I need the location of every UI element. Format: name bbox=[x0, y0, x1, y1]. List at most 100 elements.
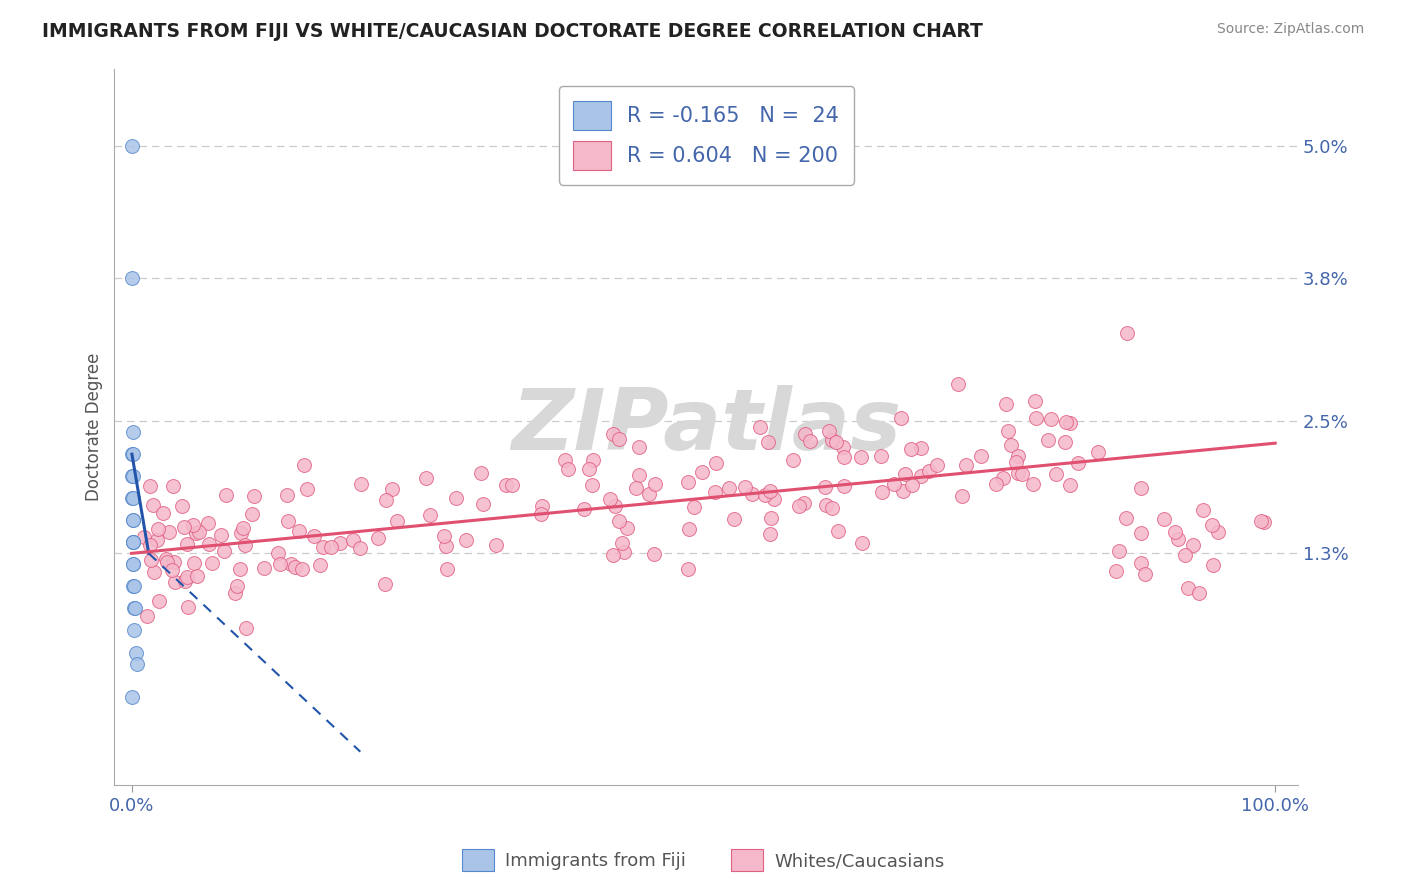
Point bbox=[950, 489, 973, 503]
Point bbox=[1192, 503, 1215, 517]
Point bbox=[1011, 467, 1033, 482]
Point bbox=[910, 441, 932, 455]
Point bbox=[302, 529, 325, 543]
Point bbox=[121, 469, 143, 483]
Point bbox=[756, 435, 779, 450]
Point bbox=[799, 434, 821, 448]
Point bbox=[419, 508, 441, 523]
Point bbox=[295, 483, 318, 497]
Point bbox=[471, 497, 494, 511]
Point bbox=[612, 545, 634, 559]
Point bbox=[173, 574, 195, 588]
Point bbox=[292, 458, 315, 472]
Point bbox=[1129, 556, 1152, 570]
Point bbox=[138, 537, 160, 551]
Point bbox=[121, 447, 143, 461]
Point bbox=[139, 553, 162, 567]
Point bbox=[121, 138, 143, 153]
Point bbox=[181, 518, 204, 533]
Point bbox=[212, 543, 235, 558]
Point bbox=[676, 562, 699, 576]
Point bbox=[350, 477, 373, 491]
Point bbox=[142, 498, 165, 512]
Point bbox=[1181, 538, 1204, 552]
Point bbox=[821, 501, 844, 516]
Point bbox=[994, 397, 1017, 411]
Point bbox=[186, 569, 208, 583]
Point bbox=[165, 574, 187, 589]
Point bbox=[1177, 581, 1199, 595]
Point bbox=[627, 440, 650, 454]
Point bbox=[284, 559, 307, 574]
Point bbox=[1250, 514, 1272, 528]
Point bbox=[122, 579, 145, 593]
Point bbox=[201, 556, 224, 570]
Point bbox=[531, 499, 554, 513]
Point bbox=[910, 468, 932, 483]
Point bbox=[891, 484, 914, 499]
Point bbox=[121, 469, 143, 483]
Point bbox=[127, 657, 149, 671]
Point bbox=[136, 609, 159, 624]
Point bbox=[1153, 512, 1175, 526]
Point bbox=[288, 524, 311, 538]
Point bbox=[1053, 435, 1076, 450]
Point bbox=[1007, 467, 1029, 481]
Point bbox=[328, 535, 350, 549]
Point bbox=[883, 477, 905, 491]
Point bbox=[1129, 482, 1152, 496]
Point bbox=[176, 537, 198, 551]
Point bbox=[156, 555, 179, 569]
Point bbox=[644, 477, 666, 491]
Point bbox=[1056, 415, 1078, 429]
Point bbox=[782, 453, 804, 467]
Point bbox=[155, 552, 177, 566]
Point bbox=[1059, 478, 1081, 492]
Point bbox=[678, 475, 700, 489]
Point bbox=[229, 562, 252, 576]
Point bbox=[198, 537, 221, 551]
Point bbox=[233, 538, 256, 552]
Point bbox=[1115, 326, 1137, 340]
Point bbox=[342, 533, 364, 547]
Point bbox=[717, 481, 740, 495]
Point bbox=[754, 488, 776, 502]
Point bbox=[749, 419, 772, 434]
Point bbox=[1087, 444, 1109, 458]
Point bbox=[132, 530, 155, 544]
Point bbox=[121, 271, 143, 285]
Point bbox=[991, 470, 1014, 484]
Point bbox=[124, 601, 146, 615]
Point bbox=[146, 533, 169, 548]
Point bbox=[266, 546, 288, 560]
Point bbox=[605, 500, 627, 514]
Point bbox=[890, 411, 912, 425]
Point bbox=[312, 540, 335, 554]
Point bbox=[122, 535, 145, 549]
Point bbox=[900, 442, 922, 456]
Text: ZIPatlas: ZIPatlas bbox=[512, 385, 901, 468]
Point bbox=[557, 462, 579, 476]
Point bbox=[1036, 433, 1059, 447]
Point bbox=[444, 491, 467, 505]
Point bbox=[1115, 511, 1137, 525]
Point bbox=[955, 458, 977, 473]
Point bbox=[177, 599, 200, 614]
Point bbox=[704, 456, 727, 470]
Point bbox=[1025, 411, 1047, 425]
Point bbox=[163, 555, 186, 569]
Point bbox=[1129, 525, 1152, 540]
Point bbox=[187, 524, 209, 539]
Point bbox=[827, 524, 849, 538]
Point bbox=[291, 562, 314, 576]
Point bbox=[1201, 517, 1223, 532]
Point bbox=[1163, 525, 1185, 540]
Point bbox=[253, 561, 276, 575]
Point bbox=[1105, 564, 1128, 578]
Text: Source: ZipAtlas.com: Source: ZipAtlas.com bbox=[1216, 22, 1364, 37]
Point bbox=[1000, 438, 1022, 452]
Point bbox=[1007, 449, 1029, 463]
Point bbox=[235, 621, 257, 635]
Point bbox=[901, 477, 924, 491]
Point bbox=[374, 577, 396, 591]
